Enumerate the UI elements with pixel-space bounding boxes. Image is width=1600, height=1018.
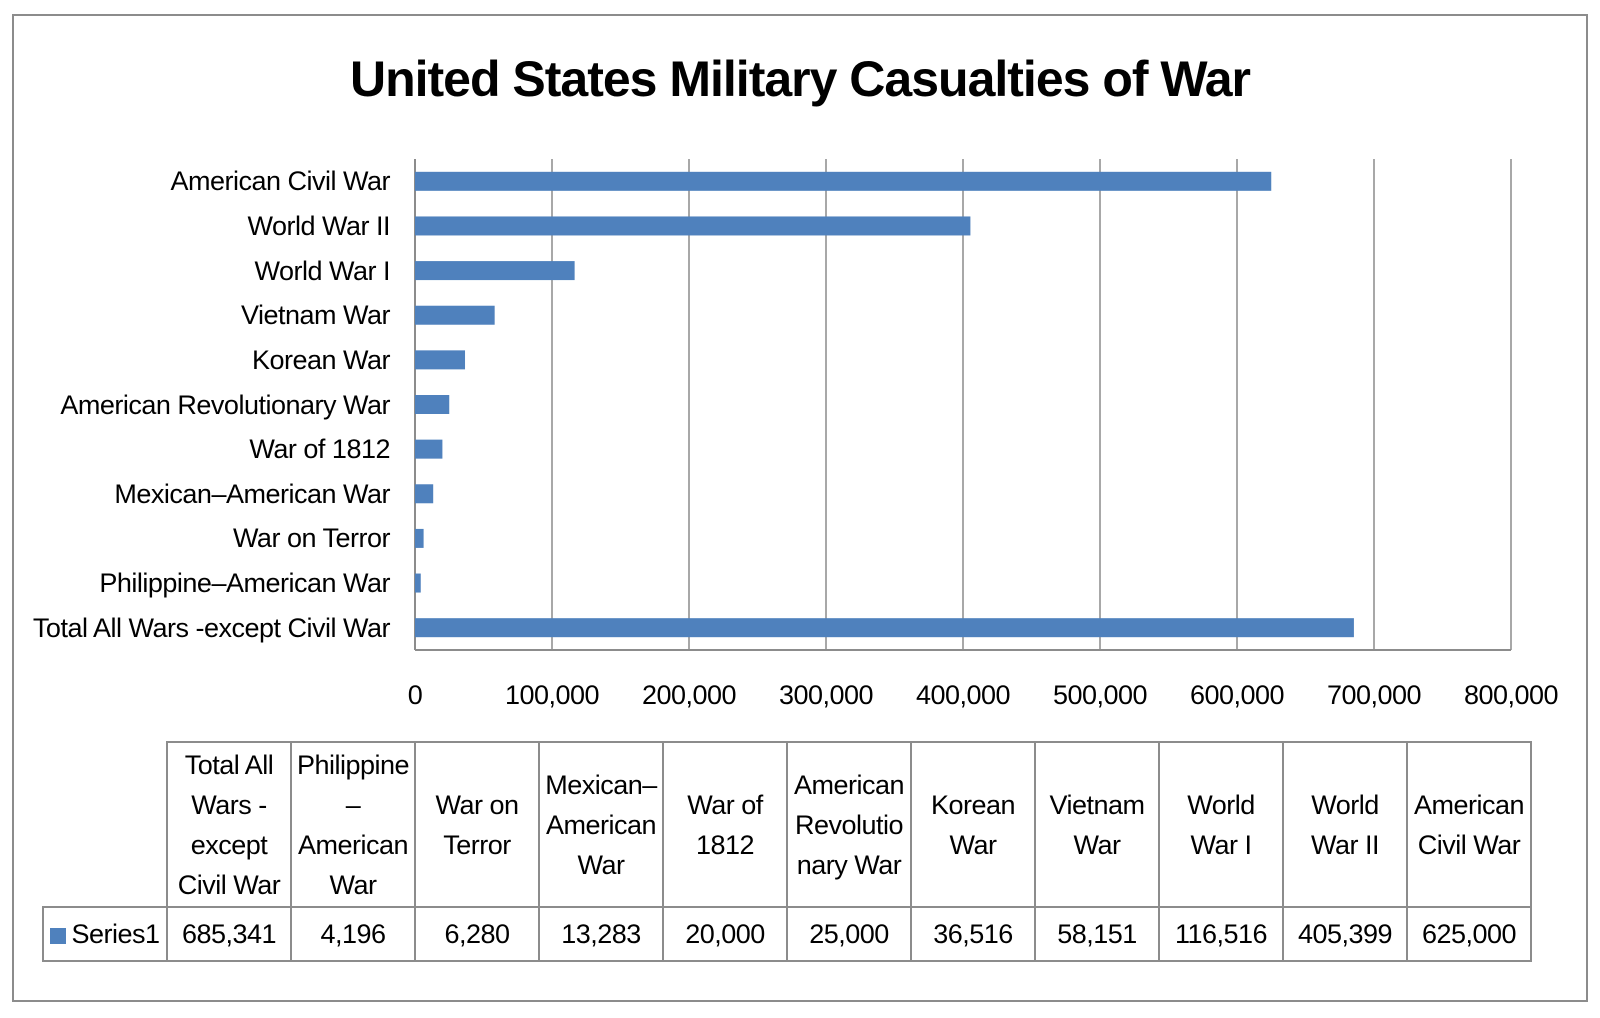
data-table-row-label: Series1 — [42, 906, 168, 962]
data-table-cell: 4,196 — [290, 906, 416, 962]
data-table-column-header: Vietnam War — [1034, 741, 1160, 908]
category-label: War of 1812 — [249, 434, 390, 465]
bar — [415, 395, 450, 414]
data-table-column-header: War of 1812 — [662, 741, 788, 908]
data-table-cell: 685,341 — [166, 906, 292, 962]
data-table-column-header: Philippine –American War — [290, 741, 416, 908]
category-label: Mexican–American War — [114, 478, 390, 509]
data-table-column-header: Mexican– American War — [538, 741, 664, 908]
bar — [415, 261, 575, 281]
category-label: Vietnam War — [240, 300, 391, 331]
data-table-cell: 20,000 — [662, 906, 788, 962]
data-table-cell: 405,399 — [1282, 906, 1408, 962]
data-table-cell: 58,151 — [1034, 906, 1160, 962]
x-tick-label: 0 — [407, 680, 423, 710]
data-table-column-header: Total All Wars - except Civil War — [166, 741, 292, 908]
x-tick-label: 400,000 — [915, 680, 1011, 710]
data-table-corner — [43, 742, 168, 908]
data-table-column-header: War on Terror — [414, 741, 540, 908]
data-table-value-row: Series1 685,341 4,196 6,280 13,283 20,000 25,… — [42, 906, 1532, 962]
data-table: Total All Wars - except Civil War Philipp… — [42, 741, 1532, 962]
data-table-cell: 13,283 — [538, 906, 664, 962]
category-label: War on Terror — [232, 523, 391, 554]
data-table-header-row: Total All Wars - except Civil War Philipp… — [43, 741, 1532, 908]
category-label: Total All Wars -except Civil War — [32, 612, 391, 643]
x-tick-label: 300,000 — [778, 680, 874, 710]
x-tick-label: 800,000 — [1463, 680, 1559, 710]
bar — [415, 305, 495, 325]
legend-swatch — [50, 928, 67, 944]
x-tick-label: 500,000 — [1052, 680, 1148, 710]
bar — [415, 171, 1272, 191]
bar — [415, 350, 466, 370]
category-label: American Civil War — [170, 166, 390, 197]
bar — [415, 618, 1354, 638]
data-table-column-header: American Revolutio nary War — [786, 741, 912, 908]
data-table-column-header: American Civil War — [1406, 741, 1532, 908]
data-table-cell: 36,516 — [910, 906, 1036, 962]
category-label: American Revolutionary War — [60, 389, 390, 420]
data-table-cell: 6,280 — [414, 906, 540, 962]
bar — [415, 216, 971, 236]
chart-title: United States Military Casualties of War — [349, 51, 1251, 107]
data-table-cell: 25,000 — [786, 906, 912, 962]
data-table-column-header: World War I — [1158, 741, 1284, 908]
x-tick-label: 200,000 — [641, 680, 737, 710]
data-table-column-header: Korean War — [910, 741, 1036, 908]
bar — [415, 528, 424, 548]
data-table-cell: 116,516 — [1158, 906, 1284, 962]
bar — [415, 484, 434, 504]
bar — [415, 573, 421, 593]
category-label: Philippine–American War — [99, 568, 390, 599]
data-table-column-header: World War II — [1282, 741, 1408, 908]
x-tick-label: 100,000 — [504, 680, 600, 710]
category-label: World War II — [247, 210, 390, 241]
category-label: Korean War — [251, 344, 391, 375]
data-table-cell: 625,000 — [1406, 906, 1532, 962]
legend-series-name: Series1 — [71, 919, 160, 949]
x-tick-label: 600,000 — [1189, 680, 1285, 710]
bar — [415, 439, 443, 459]
category-label: World War I — [254, 255, 390, 286]
x-tick-label: 700,000 — [1326, 680, 1422, 710]
